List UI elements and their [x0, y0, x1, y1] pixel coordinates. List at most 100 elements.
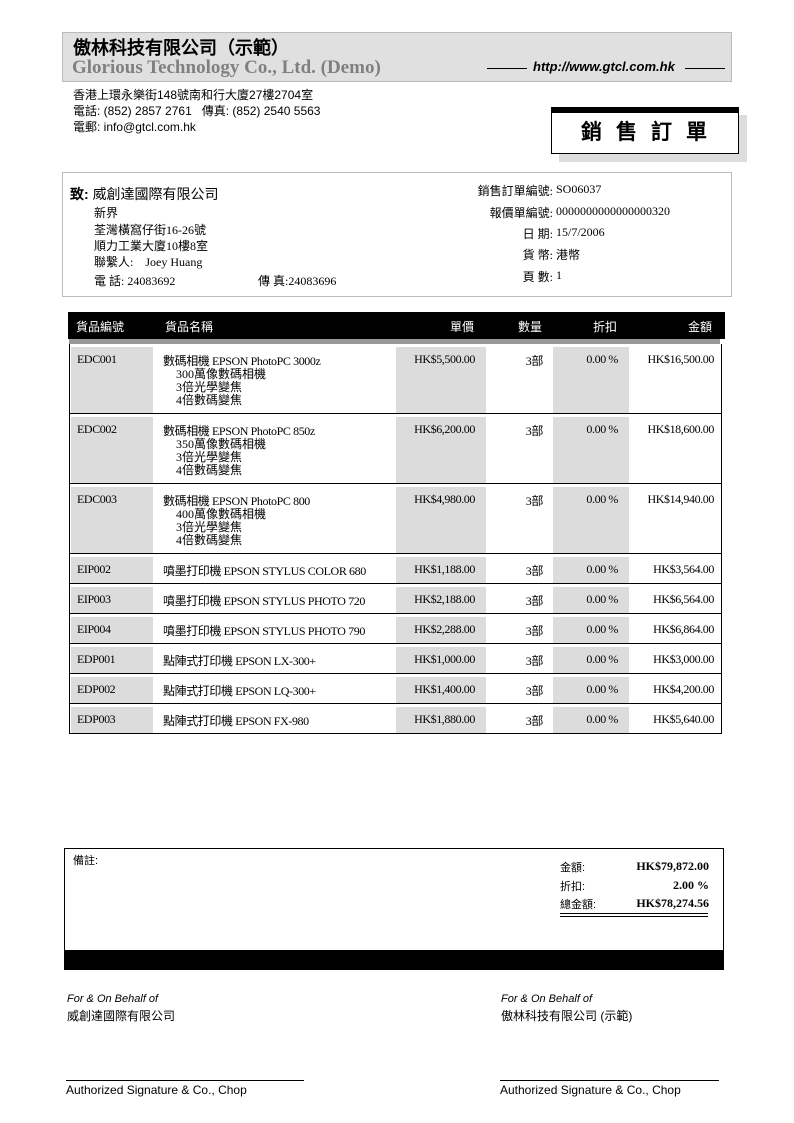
item-detail-line: 4倍數碼變焦 [176, 393, 243, 407]
total-value: HK$78,274.56 [636, 896, 709, 910]
right-signature-line [500, 1080, 719, 1081]
item-details: 350萬像數碼相機 3倍光學變焦 4倍數碼變焦 [176, 438, 266, 477]
customer-name: 威創達國際有限公司 [92, 186, 219, 202]
customer-address-3: 順力工業大廈10樓8室 [94, 239, 209, 253]
item-code: EDC003 [77, 492, 117, 506]
cell-bg [71, 647, 153, 673]
item-code: EIP002 [77, 562, 111, 576]
item-discount: 0.00 % [586, 562, 618, 576]
cell-bg [71, 707, 153, 733]
customer-fax: 24083696 [288, 274, 337, 288]
item-discount: 0.00 % [586, 712, 618, 726]
item-amount: HK$3,000.00 [653, 652, 714, 666]
item-amount: HK$14,940.00 [647, 492, 714, 506]
currency: 港幣 [556, 248, 581, 262]
total-double-underline [560, 913, 708, 917]
quote-number: 0000000000000000320 [556, 204, 670, 218]
divider [487, 68, 527, 69]
item-name: 數碼相機 EPSON PhotoPC 800 [163, 494, 310, 508]
summary-box: 備註: 金額: HK$79,872.00 折扣: 2.00 % 總金額: HK$… [64, 848, 724, 951]
item-name: 數碼相機 EPSON PhotoPC 850z [163, 424, 315, 438]
item-amount: HK$4,200.00 [653, 682, 714, 696]
subtotal-label: 金額: [560, 862, 586, 874]
divider [685, 68, 725, 69]
table-header: 貨品編號 貨品名稱 單價 數量 折扣 金額 [68, 312, 725, 339]
item-price: HK$2,288.00 [414, 622, 475, 636]
item-qty: 3部 [525, 354, 544, 368]
table-row: EDP001 點陣式打印機 EPSON LX-300+ HK$1,000.00 3部 0… [70, 644, 721, 674]
cell-bg [396, 647, 486, 673]
item-discount: 0.00 % [586, 422, 618, 436]
footer-bar [64, 950, 724, 970]
customer-address-2: 荃灣橫窩仔街16-26號 [94, 223, 206, 237]
item-price: HK$1,188.00 [414, 562, 475, 576]
item-code: EDP003 [77, 712, 116, 726]
item-qty: 3部 [525, 494, 544, 508]
cell-bg [396, 677, 486, 703]
items-table: EDC001 數碼相機 EPSON PhotoPC 3000z HK$5,500.0… [69, 344, 722, 734]
discount-label: 折扣: [560, 881, 586, 893]
discount-value: 2.00 % [673, 878, 709, 892]
item-code: EDC002 [77, 422, 117, 436]
item-detail-line: 4倍數碼變焦 [176, 533, 243, 547]
item-detail-line: 400萬像數碼相機 [176, 507, 267, 521]
cell-bg [396, 417, 486, 483]
company-header: 傲林科技有限公司（示範） Glorious Technology Co., Lt… [62, 32, 732, 82]
cell-bg [553, 487, 629, 553]
table-row: EDP003 點陣式打印機 EPSON FX-980 HK$1,880.00 3部 0.… [70, 704, 721, 734]
item-discount: 0.00 % [586, 592, 618, 606]
page-label: 頁 數: [522, 270, 553, 284]
item-price: HK$1,000.00 [414, 652, 475, 666]
header-qty: 數量 [517, 320, 542, 334]
cell-bg [396, 707, 486, 733]
item-qty: 3部 [525, 654, 544, 668]
header-amount: 金額 [687, 320, 712, 334]
item-amount: HK$16,500.00 [647, 352, 714, 366]
item-detail-line: 350萬像數碼相機 [176, 437, 267, 451]
item-code: EIP003 [77, 592, 111, 606]
cell-bg [71, 487, 153, 553]
item-qty: 3部 [525, 424, 544, 438]
cell-bg [396, 557, 486, 583]
item-name: 噴墨打印機 EPSON STYLUS COLOR 680 [163, 564, 366, 578]
item-code: EIP004 [77, 622, 111, 636]
item-name: 噴墨打印機 EPSON STYLUS PHOTO 790 [163, 624, 365, 638]
cell-bg [553, 617, 629, 643]
customer-address-1: 新界 [94, 206, 119, 220]
item-price: HK$5,500.00 [414, 352, 475, 366]
table-row: EDC002 數碼相機 EPSON PhotoPC 850z HK$6,200.00… [70, 414, 721, 484]
item-amount: HK$6,564.00 [653, 592, 714, 606]
phone-label: 電 話: [94, 274, 125, 288]
company-phone-fax: 電話: (852) 2857 2761 傳真: (852) 2540 5563 [73, 104, 321, 118]
item-amount: HK$18,600.00 [647, 422, 714, 436]
item-discount: 0.00 % [586, 492, 618, 506]
item-detail-line: 3倍光學變焦 [176, 450, 243, 464]
header-discount: 折扣 [592, 320, 617, 334]
so-number: SO06037 [556, 182, 602, 196]
cell-bg [71, 347, 153, 413]
right-signature-caption: Authorized Signature & Co., Chop [500, 1083, 681, 1097]
item-name: 數碼相機 EPSON PhotoPC 3000z [163, 354, 321, 368]
cell-bg [396, 347, 486, 413]
item-name: 噴墨打印機 EPSON STYLUS PHOTO 720 [163, 594, 365, 608]
right-company: 傲林科技有限公司 (示範) [501, 1009, 633, 1023]
cell-bg [553, 587, 629, 613]
cell-bg [553, 417, 629, 483]
item-price: HK$1,880.00 [414, 712, 475, 726]
item-name: 點陣式打印機 EPSON FX-980 [163, 714, 309, 728]
item-code: EDP001 [77, 652, 116, 666]
item-detail-line: 3倍光學變焦 [176, 380, 243, 394]
cell-bg [71, 587, 153, 613]
cell-bg [71, 677, 153, 703]
header-name: 貨品名稱 [165, 320, 214, 334]
item-details: 300萬像數碼相機 3倍光學變焦 4倍數碼變焦 [176, 368, 266, 407]
cell-bg [553, 347, 629, 413]
cell-bg [396, 617, 486, 643]
cell-bg [71, 557, 153, 583]
item-detail-line: 300萬像數碼相機 [176, 367, 267, 381]
item-amount: HK$3,564.00 [653, 562, 714, 576]
header-divider [69, 339, 720, 344]
left-behalf: For & On Behalf of [67, 993, 159, 1005]
item-qty: 3部 [525, 684, 544, 698]
item-detail-line: 4倍數碼變焦 [176, 463, 243, 477]
